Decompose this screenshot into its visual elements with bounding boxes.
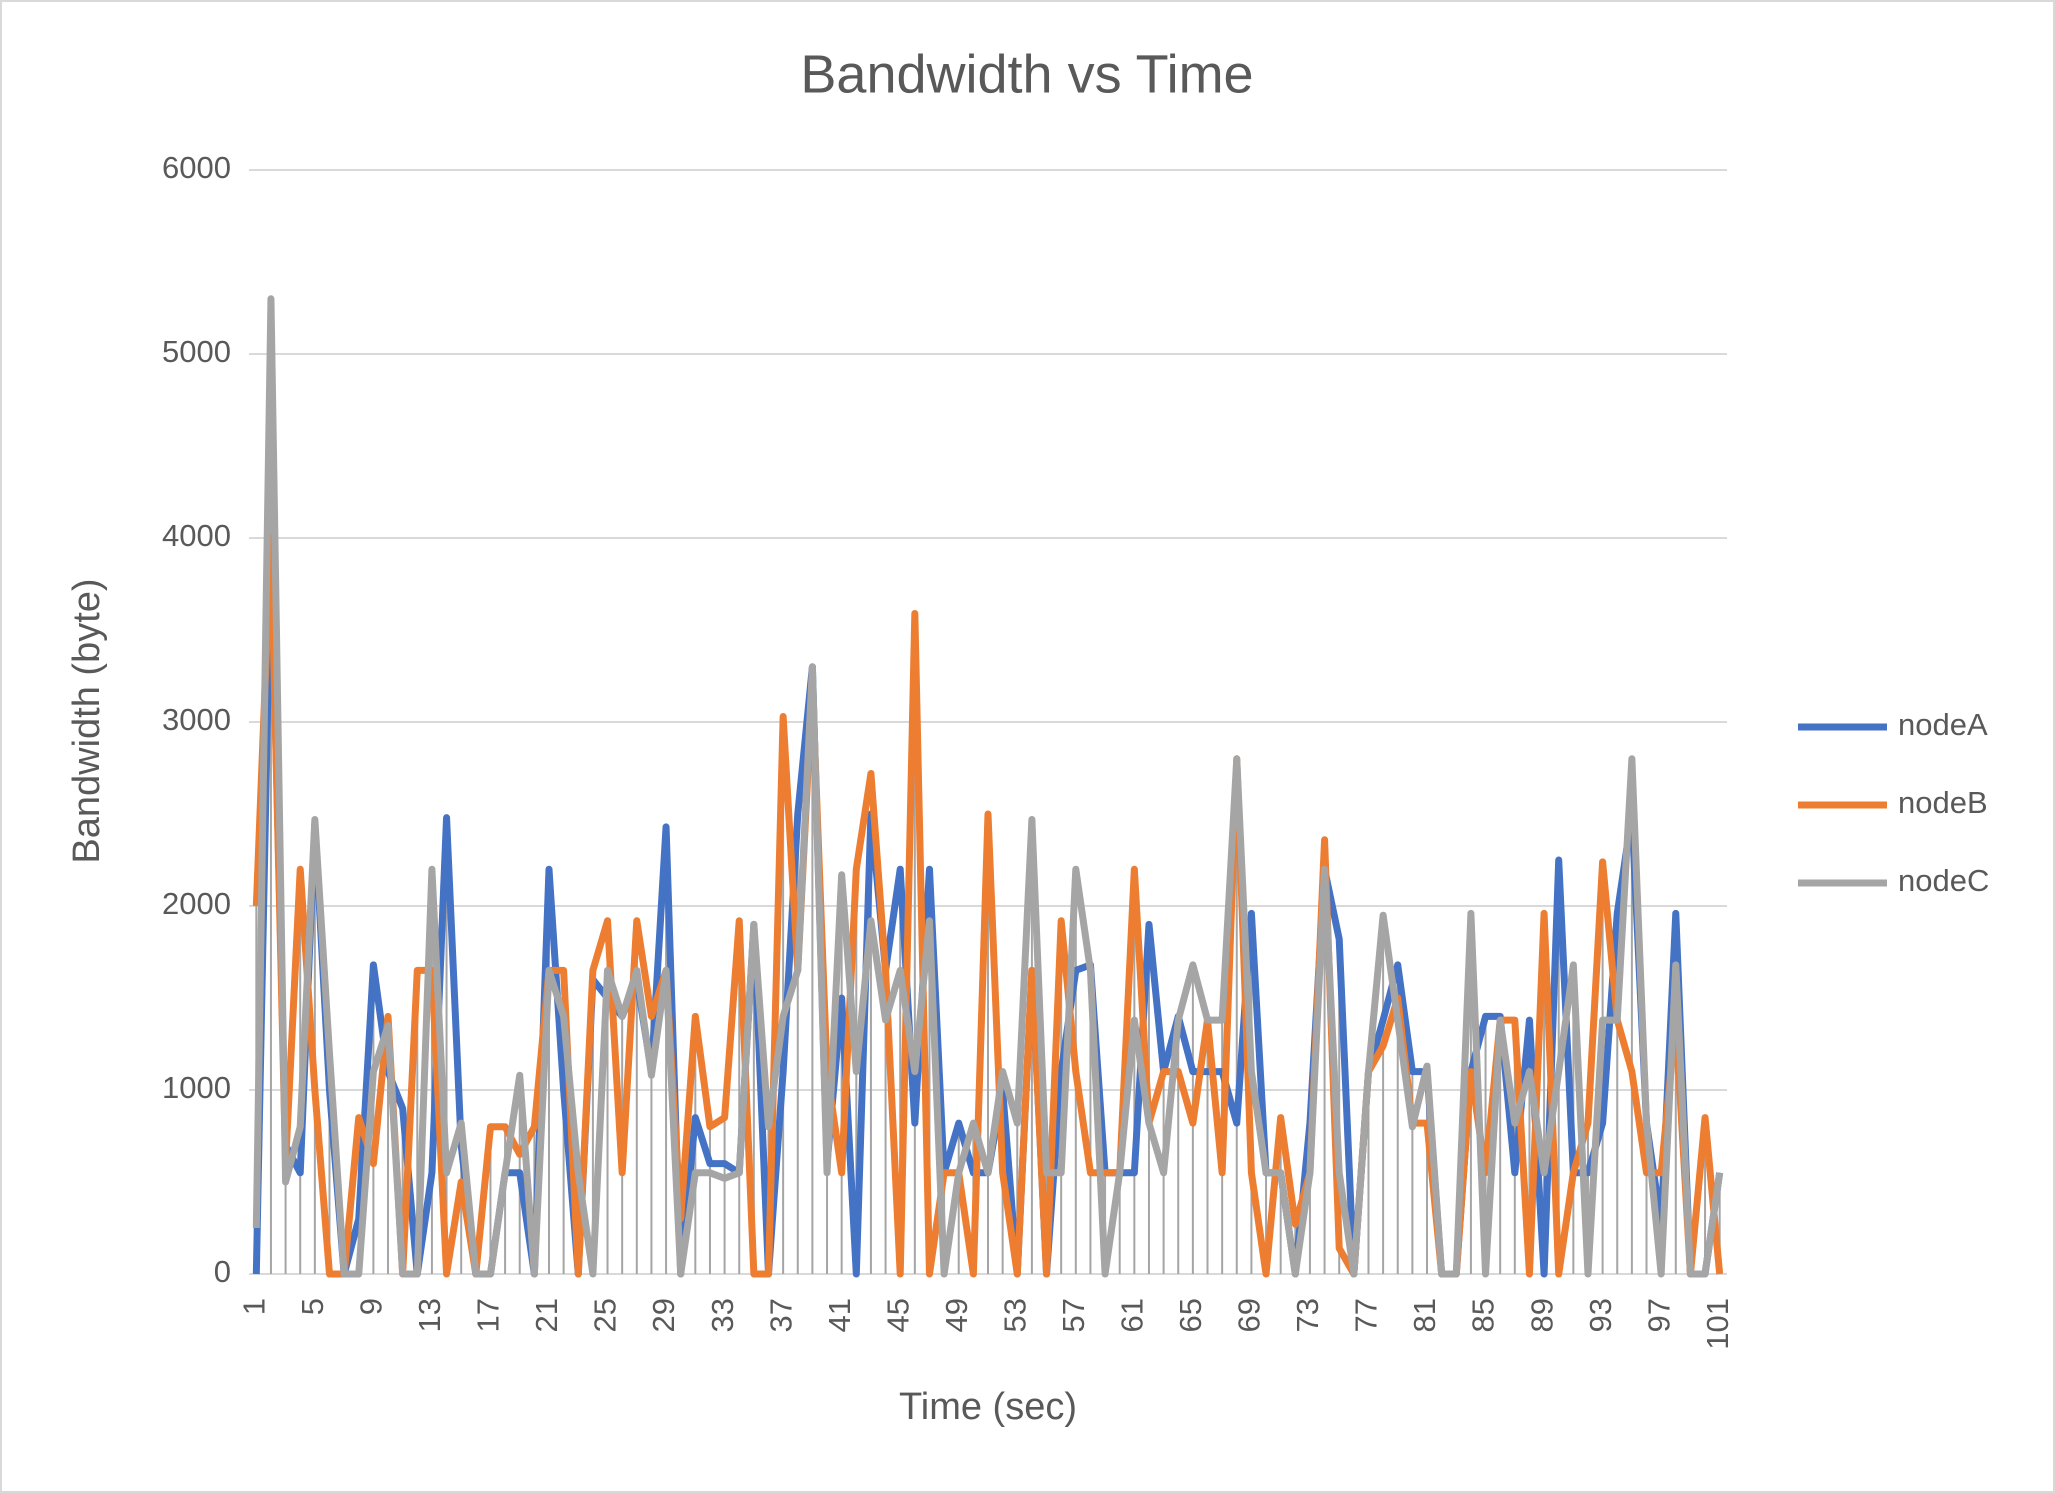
x-tick-label: 89 bbox=[1524, 1298, 1559, 1332]
x-tick-label: 41 bbox=[822, 1298, 857, 1332]
x-tick-label: 77 bbox=[1349, 1298, 1384, 1332]
y-tick-label: 6000 bbox=[162, 150, 231, 185]
x-tick-label: 57 bbox=[1056, 1298, 1091, 1332]
x-tick-label: 85 bbox=[1466, 1298, 1501, 1332]
x-tick-label: 1 bbox=[237, 1298, 272, 1315]
legend-label: nodeA bbox=[1898, 707, 1988, 742]
y-tick-label: 1000 bbox=[162, 1070, 231, 1105]
x-tick-label: 13 bbox=[412, 1298, 447, 1332]
x-tick-label: 33 bbox=[705, 1298, 740, 1332]
x-tick-label: 17 bbox=[471, 1298, 506, 1332]
x-tick-label: 49 bbox=[939, 1298, 974, 1332]
y-tick-label: 4000 bbox=[162, 518, 231, 553]
x-tick-label: 25 bbox=[588, 1298, 623, 1332]
x-tick-label: 45 bbox=[880, 1298, 915, 1332]
x-axis-title: Time (sec) bbox=[899, 1386, 1077, 1428]
x-tick-label: 101 bbox=[1700, 1298, 1735, 1350]
y-tick-label: 3000 bbox=[162, 702, 231, 737]
x-tick-label: 53 bbox=[997, 1298, 1032, 1332]
x-tick-label: 61 bbox=[1115, 1298, 1150, 1332]
y-axis-title: Bandwidth (byte) bbox=[66, 578, 108, 863]
x-tick-label: 73 bbox=[1290, 1298, 1325, 1332]
x-tick-label: 81 bbox=[1407, 1298, 1442, 1332]
x-tick-label: 93 bbox=[1583, 1298, 1618, 1332]
x-tick-label: 5 bbox=[295, 1298, 330, 1315]
x-tick-label: 65 bbox=[1173, 1298, 1208, 1332]
chart-title: Bandwidth vs Time bbox=[800, 44, 1253, 104]
x-tick-label: 29 bbox=[646, 1298, 681, 1332]
x-tick-label: 21 bbox=[529, 1298, 564, 1332]
y-tick-label: 5000 bbox=[162, 334, 231, 369]
x-tick-label: 9 bbox=[354, 1298, 389, 1315]
legend-label: nodeB bbox=[1898, 785, 1988, 820]
series-line bbox=[252, 295, 1724, 1278]
y-tick-label: 2000 bbox=[162, 886, 231, 921]
x-tick-label: 37 bbox=[763, 1298, 798, 1332]
y-tick-label: 0 bbox=[214, 1254, 231, 1289]
x-tick-label: 69 bbox=[1232, 1298, 1267, 1332]
x-tick-label: 97 bbox=[1641, 1298, 1676, 1332]
legend-label: nodeC bbox=[1898, 863, 1989, 898]
